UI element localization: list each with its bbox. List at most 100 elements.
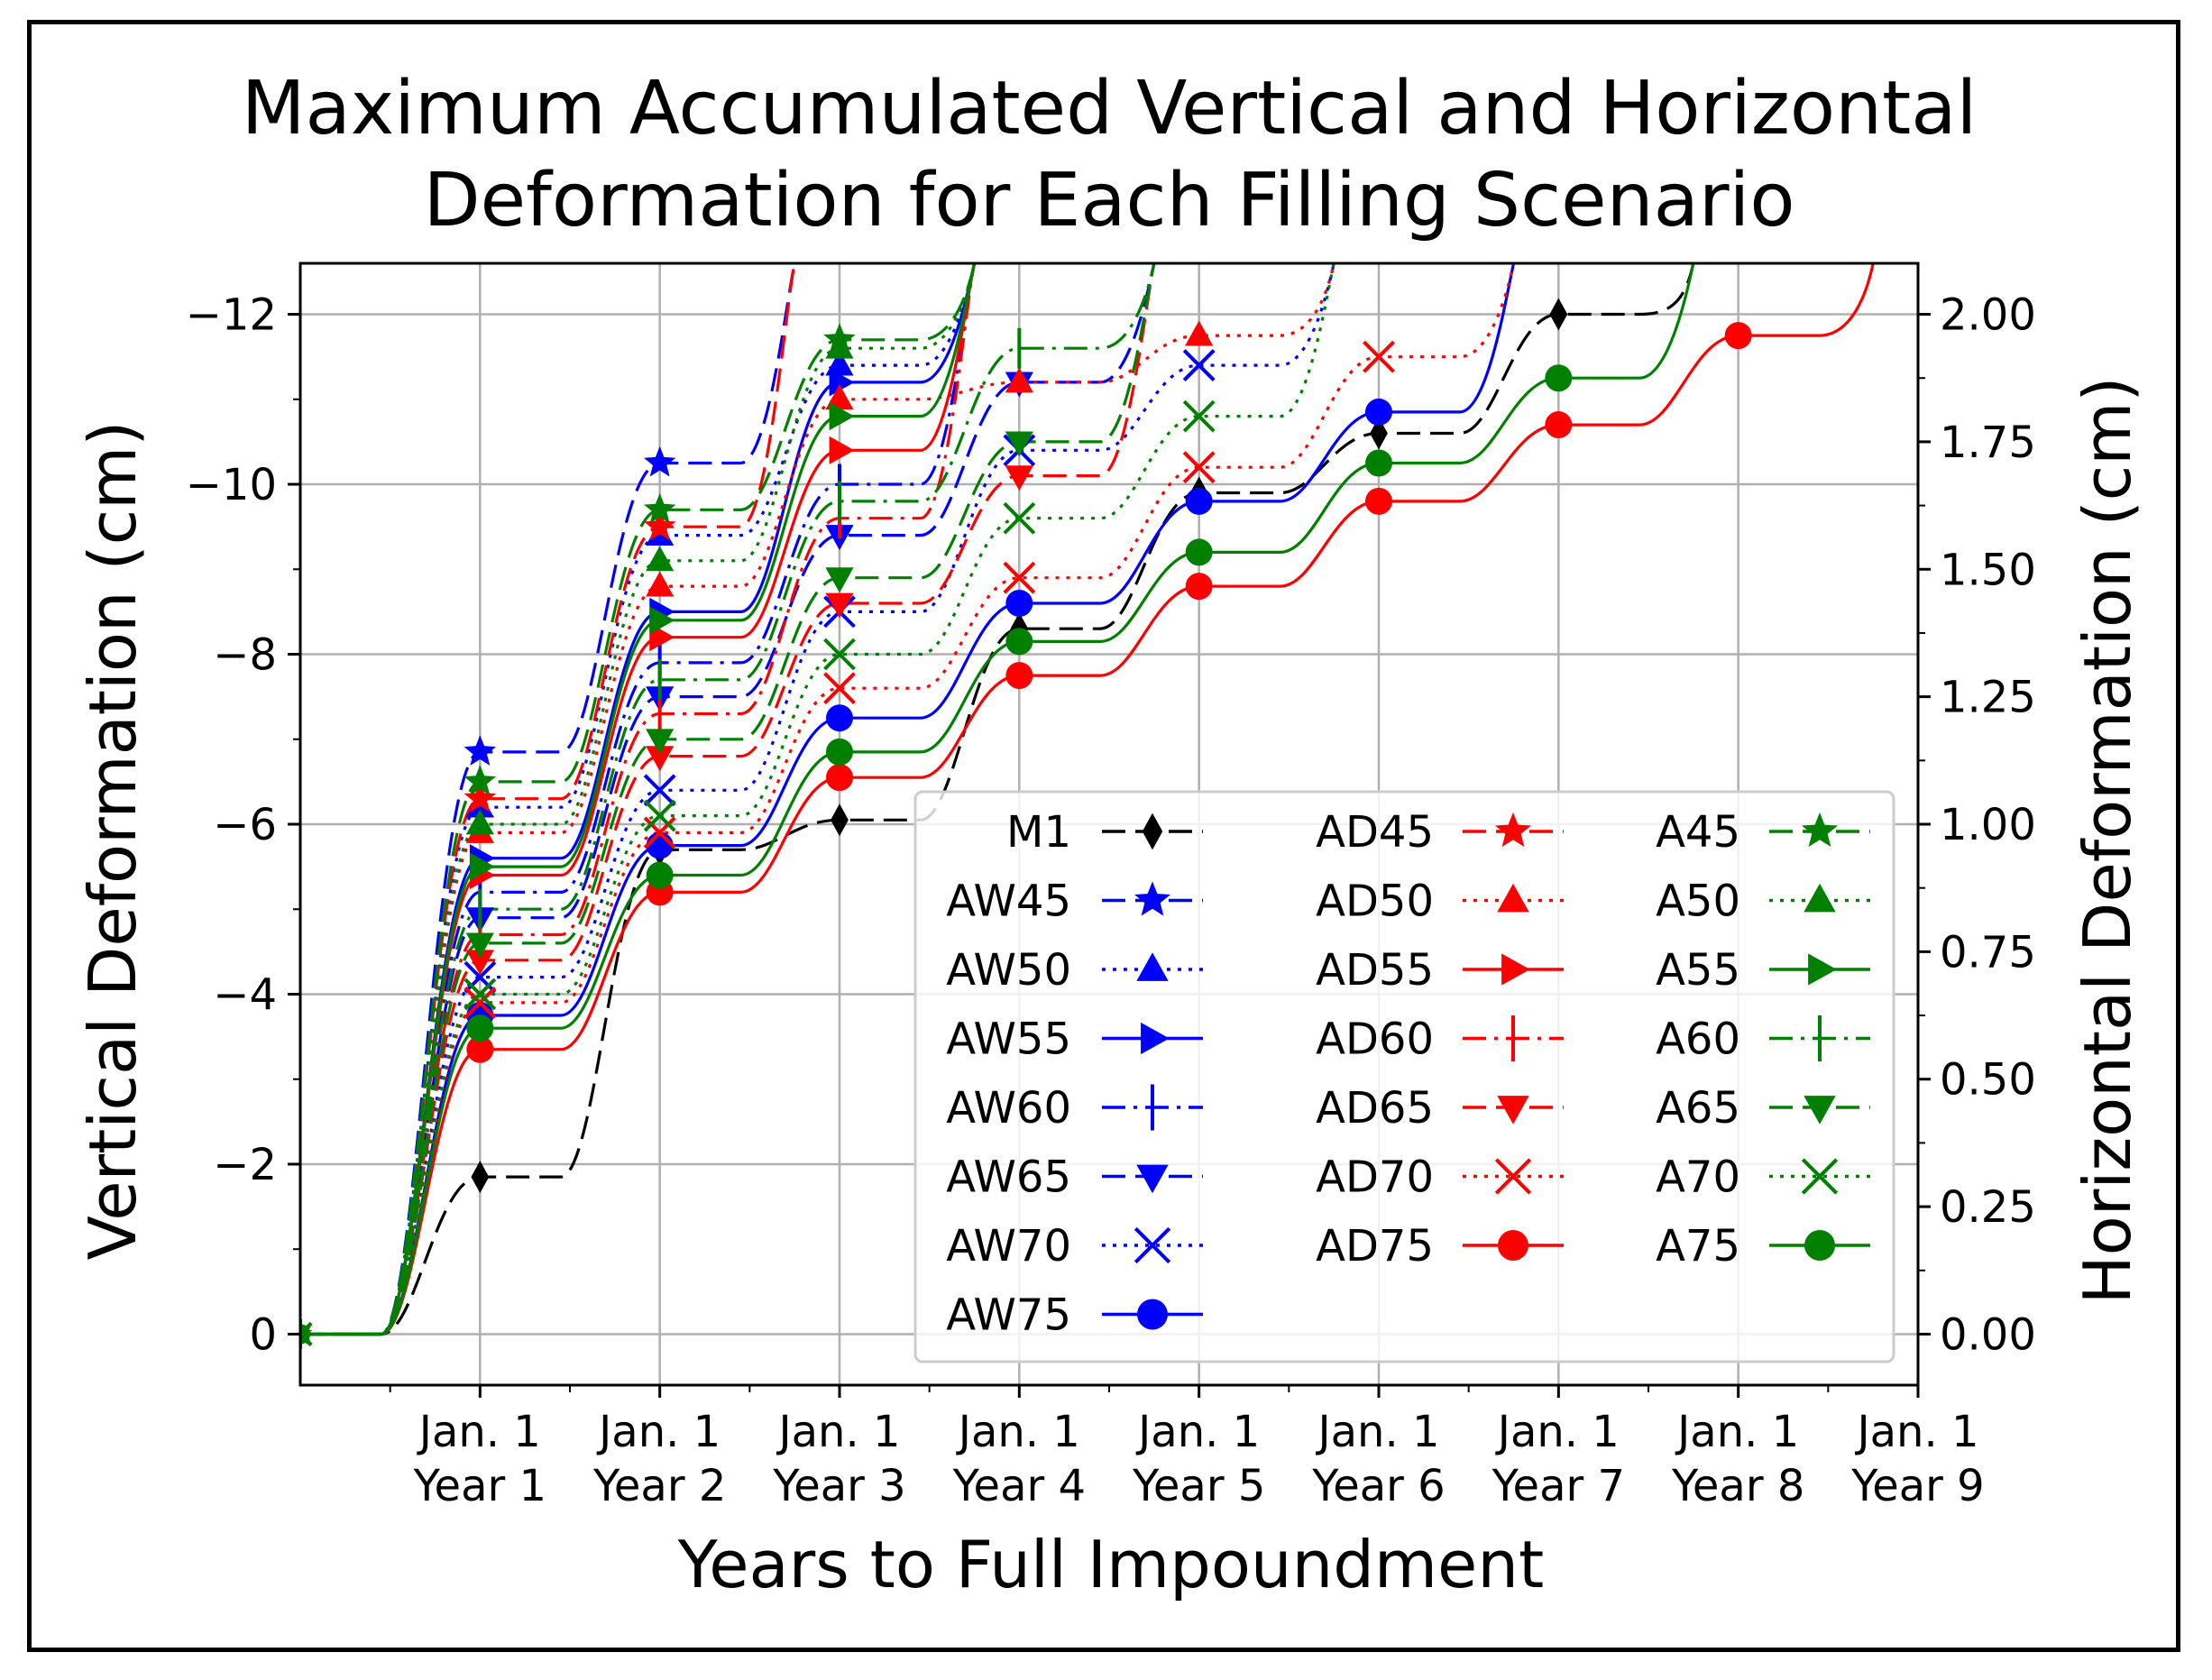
legend-marker-A75	[1804, 1230, 1835, 1261]
legend-marker-AD50	[1497, 883, 1529, 913]
data-point-AD70	[464, 986, 497, 1019]
series-line-AW70	[300, 263, 1335, 1336]
legend-label: AW60	[946, 1083, 1071, 1134]
data-point-M1	[1370, 417, 1388, 450]
legend-label: AD60	[1316, 1014, 1434, 1065]
data-point-AD70	[1363, 340, 1395, 373]
x-tick-label: Year 5	[1132, 1461, 1265, 1511]
legend-marker-AW45	[1134, 881, 1170, 916]
series-line-AD50	[300, 263, 1335, 1336]
data-point-AD45	[644, 510, 676, 541]
data-point-A70	[300, 1321, 313, 1346]
data-point-AD70	[823, 672, 856, 705]
y-tick-label-right: 1.25	[1940, 673, 2036, 723]
data-point-AD50	[646, 571, 675, 597]
legend-label: AD75	[1316, 1221, 1434, 1271]
data-point-AW75	[1185, 487, 1213, 515]
legend-label: A65	[1656, 1083, 1740, 1134]
data-point-AW75	[1365, 398, 1392, 426]
series-line-A65	[300, 263, 1156, 1336]
legend-label: A70	[1656, 1152, 1740, 1203]
data-point-AD65	[465, 950, 494, 976]
data-point-A45	[464, 765, 496, 795]
legend-label: AW65	[946, 1152, 1071, 1203]
data-point-A70	[1003, 501, 1036, 535]
data-point-A75	[1185, 538, 1213, 566]
x-tick-label: Year 3	[772, 1461, 905, 1511]
axes: 0 −2 −4 −6 −8 −10 −12 0.00 0.25 0.50 0.75 1.00 1.25 1…	[186, 290, 2036, 1511]
x-axis-label: Years to Full Impoundment	[677, 1527, 1544, 1602]
legend-marker-A55	[1808, 953, 1837, 986]
x-tick-label: Year 4	[952, 1461, 1086, 1511]
data-point-AW70	[1182, 349, 1216, 382]
y-tick-label-right: 1.50	[1940, 545, 2036, 595]
chart-title-line-1: Maximum Accumulated Vertical and Horizon…	[242, 66, 1978, 151]
legend-marker-AD70	[1494, 1158, 1532, 1195]
legend-marker-AD75	[1498, 1230, 1528, 1261]
legend-label: A75	[1656, 1221, 1740, 1271]
data-point-AW55	[829, 368, 855, 397]
legend-marker-AD65	[1497, 1096, 1529, 1125]
x-tick-label: Jan. 1	[1135, 1407, 1260, 1457]
data-point-A70	[464, 978, 497, 1011]
legend-marker-AW75	[1137, 1299, 1168, 1330]
legend-marker-A65	[1804, 1096, 1836, 1125]
data-point-AD70	[643, 816, 676, 849]
y-tick-label-left: 0	[249, 1309, 277, 1360]
legend-label: AD65	[1316, 1083, 1434, 1134]
legend-marker-A50	[1804, 883, 1836, 913]
data-point-AD45	[464, 782, 496, 812]
data-point-A75	[300, 1324, 310, 1345]
data-point-AW45	[464, 735, 496, 766]
data-point-A50	[465, 809, 494, 835]
legend-label: AW55	[946, 1014, 1071, 1065]
y-tick-label-right: 0.75	[1940, 927, 2036, 978]
series-line-AW50	[300, 263, 977, 1336]
y-tick-label-right: 0.25	[1940, 1182, 2036, 1233]
legend-label: AW75	[946, 1290, 1071, 1341]
data-point-AD75	[1185, 573, 1213, 601]
marker-layer	[300, 298, 1752, 1349]
data-point-A75	[646, 861, 674, 889]
data-point-A65	[646, 729, 675, 755]
data-point-A75	[1545, 364, 1573, 392]
legend: M1 AW45 AW50 AW55 AW60 AW65 AW70 AW75 AD45 AD50 AD…	[913, 790, 1895, 1363]
y-tick-label-left: −6	[213, 800, 277, 850]
data-point-AD50	[1185, 320, 1214, 346]
legend-label: M1	[1006, 807, 1071, 858]
series-line-AW65	[300, 263, 1156, 1336]
legend-label: AW45	[946, 877, 1071, 927]
data-point-AD65	[1005, 465, 1033, 491]
data-point-AW45	[644, 445, 676, 477]
y-tick-label-left: −12	[186, 290, 277, 341]
legend-label: AW70	[946, 1221, 1071, 1271]
data-point-AD75	[1724, 322, 1752, 350]
data-point-A70	[643, 799, 676, 832]
y-tick-label-right: 0.00	[1940, 1309, 2036, 1360]
data-point-AW70	[643, 774, 676, 807]
y-axis-label-right: Horizontal Deformation (cm)	[2070, 377, 2145, 1305]
series-line-A50	[300, 263, 977, 1336]
legend-marker-M1	[1142, 812, 1163, 850]
data-point-A70	[823, 638, 856, 671]
x-tick-label: Jan. 1	[956, 1407, 1080, 1457]
legend-label: AD45	[1316, 807, 1434, 858]
legend-label: AD70	[1316, 1152, 1434, 1203]
data-point-A75	[1005, 628, 1033, 656]
data-point-A75	[466, 1014, 494, 1042]
x-tick-label: Year 1	[413, 1461, 546, 1511]
series-line-A55	[300, 263, 977, 1336]
x-tick-label: Year 9	[1850, 1461, 1984, 1511]
y-tick-label-left: −8	[213, 630, 277, 681]
legend-marker-AW50	[1136, 952, 1169, 981]
series-line-AD45	[300, 263, 796, 1336]
y-tick-label-left: −10	[186, 460, 277, 510]
y-tick-label-right: 1.75	[1940, 418, 2036, 468]
x-tick-label: Jan. 1	[596, 1407, 721, 1457]
series-line-A75	[300, 263, 1695, 1336]
data-point-AW75	[1005, 589, 1033, 617]
x-tick-label: Jan. 1	[776, 1407, 900, 1457]
x-tick-label: Year 6	[1311, 1461, 1445, 1511]
x-tick-label: Jan. 1	[1675, 1407, 1799, 1457]
